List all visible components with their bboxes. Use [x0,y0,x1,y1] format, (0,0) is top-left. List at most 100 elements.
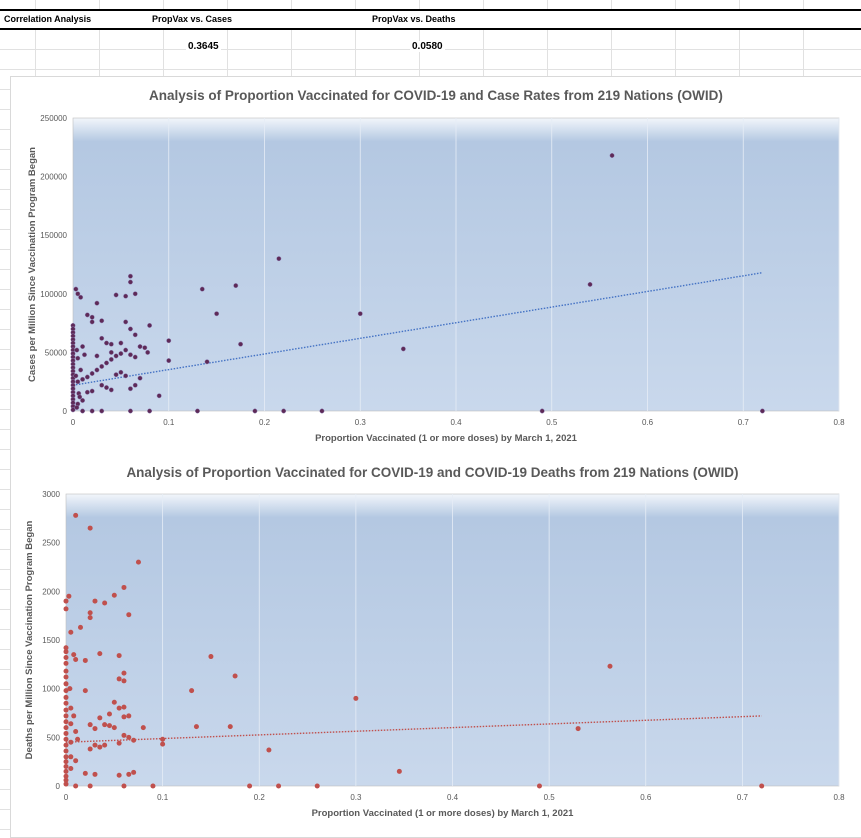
cases-data-point [123,319,129,325]
deaths-data-point [111,699,117,705]
deaths-x-tick-label: 0 [64,793,69,802]
deaths-data-point [189,688,195,694]
deaths-y-tick-label: 500 [47,733,61,742]
cases-data-point [118,369,124,375]
cases-data-point [99,408,105,414]
deaths-data-point [759,783,765,789]
header-propvax-cases[interactable]: PropVax vs. Cases [152,14,233,24]
deaths-data-point [160,736,166,742]
cases-data-point [94,367,100,373]
deaths-y-tick-label: 2500 [42,539,60,548]
cases-data-point [204,359,210,365]
deaths-data-point [63,598,69,604]
deaths-data-point [111,592,117,598]
cases-data-point [108,341,114,347]
deaths-data-point [536,783,542,789]
cases-x-tick-label: 0.6 [642,418,654,427]
deaths-data-point [116,676,122,682]
deaths-data-point [126,713,132,719]
deaths-data-point [63,742,69,748]
deaths-data-point [67,686,73,692]
deaths-data-point [75,736,81,742]
cases-data-point [147,408,153,414]
deaths-x-axis-label: Proportion Vaccinated (1 or more doses) … [312,808,575,819]
deaths-data-point [116,653,122,659]
deaths-data-point [77,624,83,630]
cell-propvax-cases-value[interactable]: 0.3645 [186,41,221,52]
deaths-data-point [126,612,132,618]
cases-data-point [137,375,143,381]
deaths-x-tick-label: 0.4 [447,793,459,802]
cases-x-tick-label: 0.3 [355,418,367,427]
cases-data-point [75,379,81,385]
deaths-data-point [160,741,166,747]
cases-data-point [99,335,105,341]
cases-data-point [759,408,765,414]
cases-chart: 0 0.1 0.2 0.3 0.4 0.5 0.6 0.7 0.8 0 50000 100000 150… [27,88,845,444]
deaths-x-tick-label: 0.1 [157,793,169,802]
deaths-data-point [63,681,69,687]
deaths-data-point [102,742,108,748]
cases-data-point [104,360,109,366]
deaths-data-point [63,655,69,661]
cases-data-point [74,405,80,410]
cell-propvax-deaths-value[interactable]: 0.0580 [410,41,445,52]
cases-data-point [137,344,143,349]
deaths-data-point [63,668,69,674]
deaths-data-point [150,783,156,789]
header-correlation-analysis[interactable]: Correlation Analysis [4,14,92,24]
cases-y-tick-label: 150000 [40,231,67,240]
deaths-data-point [87,610,93,616]
cases-data-point [99,364,105,369]
cases-data-point [539,408,545,414]
deaths-data-point [121,732,127,738]
deaths-data-point [121,704,127,710]
deaths-data-point [97,744,103,750]
cases-data-point [74,347,80,353]
deaths-y-tick-label: 0 [56,782,61,791]
cases-data-point [214,311,220,317]
deaths-data-point [121,584,127,590]
deaths-data-point [232,673,238,679]
cases-trendline [72,272,763,386]
cases-data-point [128,386,133,392]
cases-data-point [113,372,119,378]
deaths-data-point [607,663,613,669]
deaths-data-point [126,771,132,777]
cases-data-point [80,408,86,414]
deaths-data-point [131,769,137,775]
deaths-data-point [227,724,233,730]
deaths-data-point [135,559,141,565]
cases-y-axis-label: Cases per Million Since Vaccination Prog… [27,147,38,382]
cases-data-point [132,354,138,360]
cases-data-point [276,256,282,262]
cases-data-point [104,340,109,346]
cases-data-point [587,281,593,287]
deaths-data-point [97,651,103,657]
deaths-data-point [87,525,93,531]
deaths-data-point [121,783,127,789]
deaths-data-point [63,725,69,731]
cases-data-point [147,322,153,328]
cases-data-point [108,349,114,355]
cases-x-tick-label: 0.4 [450,418,462,427]
cases-x-axis-label: Proportion Vaccinated (1 or more doses) … [315,433,578,444]
deaths-data-point [63,713,69,719]
cases-data-point [82,352,87,358]
deaths-data-point [63,736,69,742]
deaths-data-point [68,765,74,771]
cases-data-point [108,356,114,362]
deaths-data-point [63,759,69,765]
deaths-data-point [87,722,93,728]
cases-data-point [238,341,244,347]
cases-data-point [281,408,287,414]
deaths-data-point [73,758,79,764]
cases-data-point [128,326,133,332]
header-propvax-deaths[interactable]: PropVax vs. Deaths [372,14,456,24]
deaths-y-tick-label: 1500 [42,636,60,645]
cases-data-point [400,346,406,352]
deaths-data-point [63,773,69,779]
deaths-data-point [82,688,88,694]
deaths-data-point [63,781,69,787]
